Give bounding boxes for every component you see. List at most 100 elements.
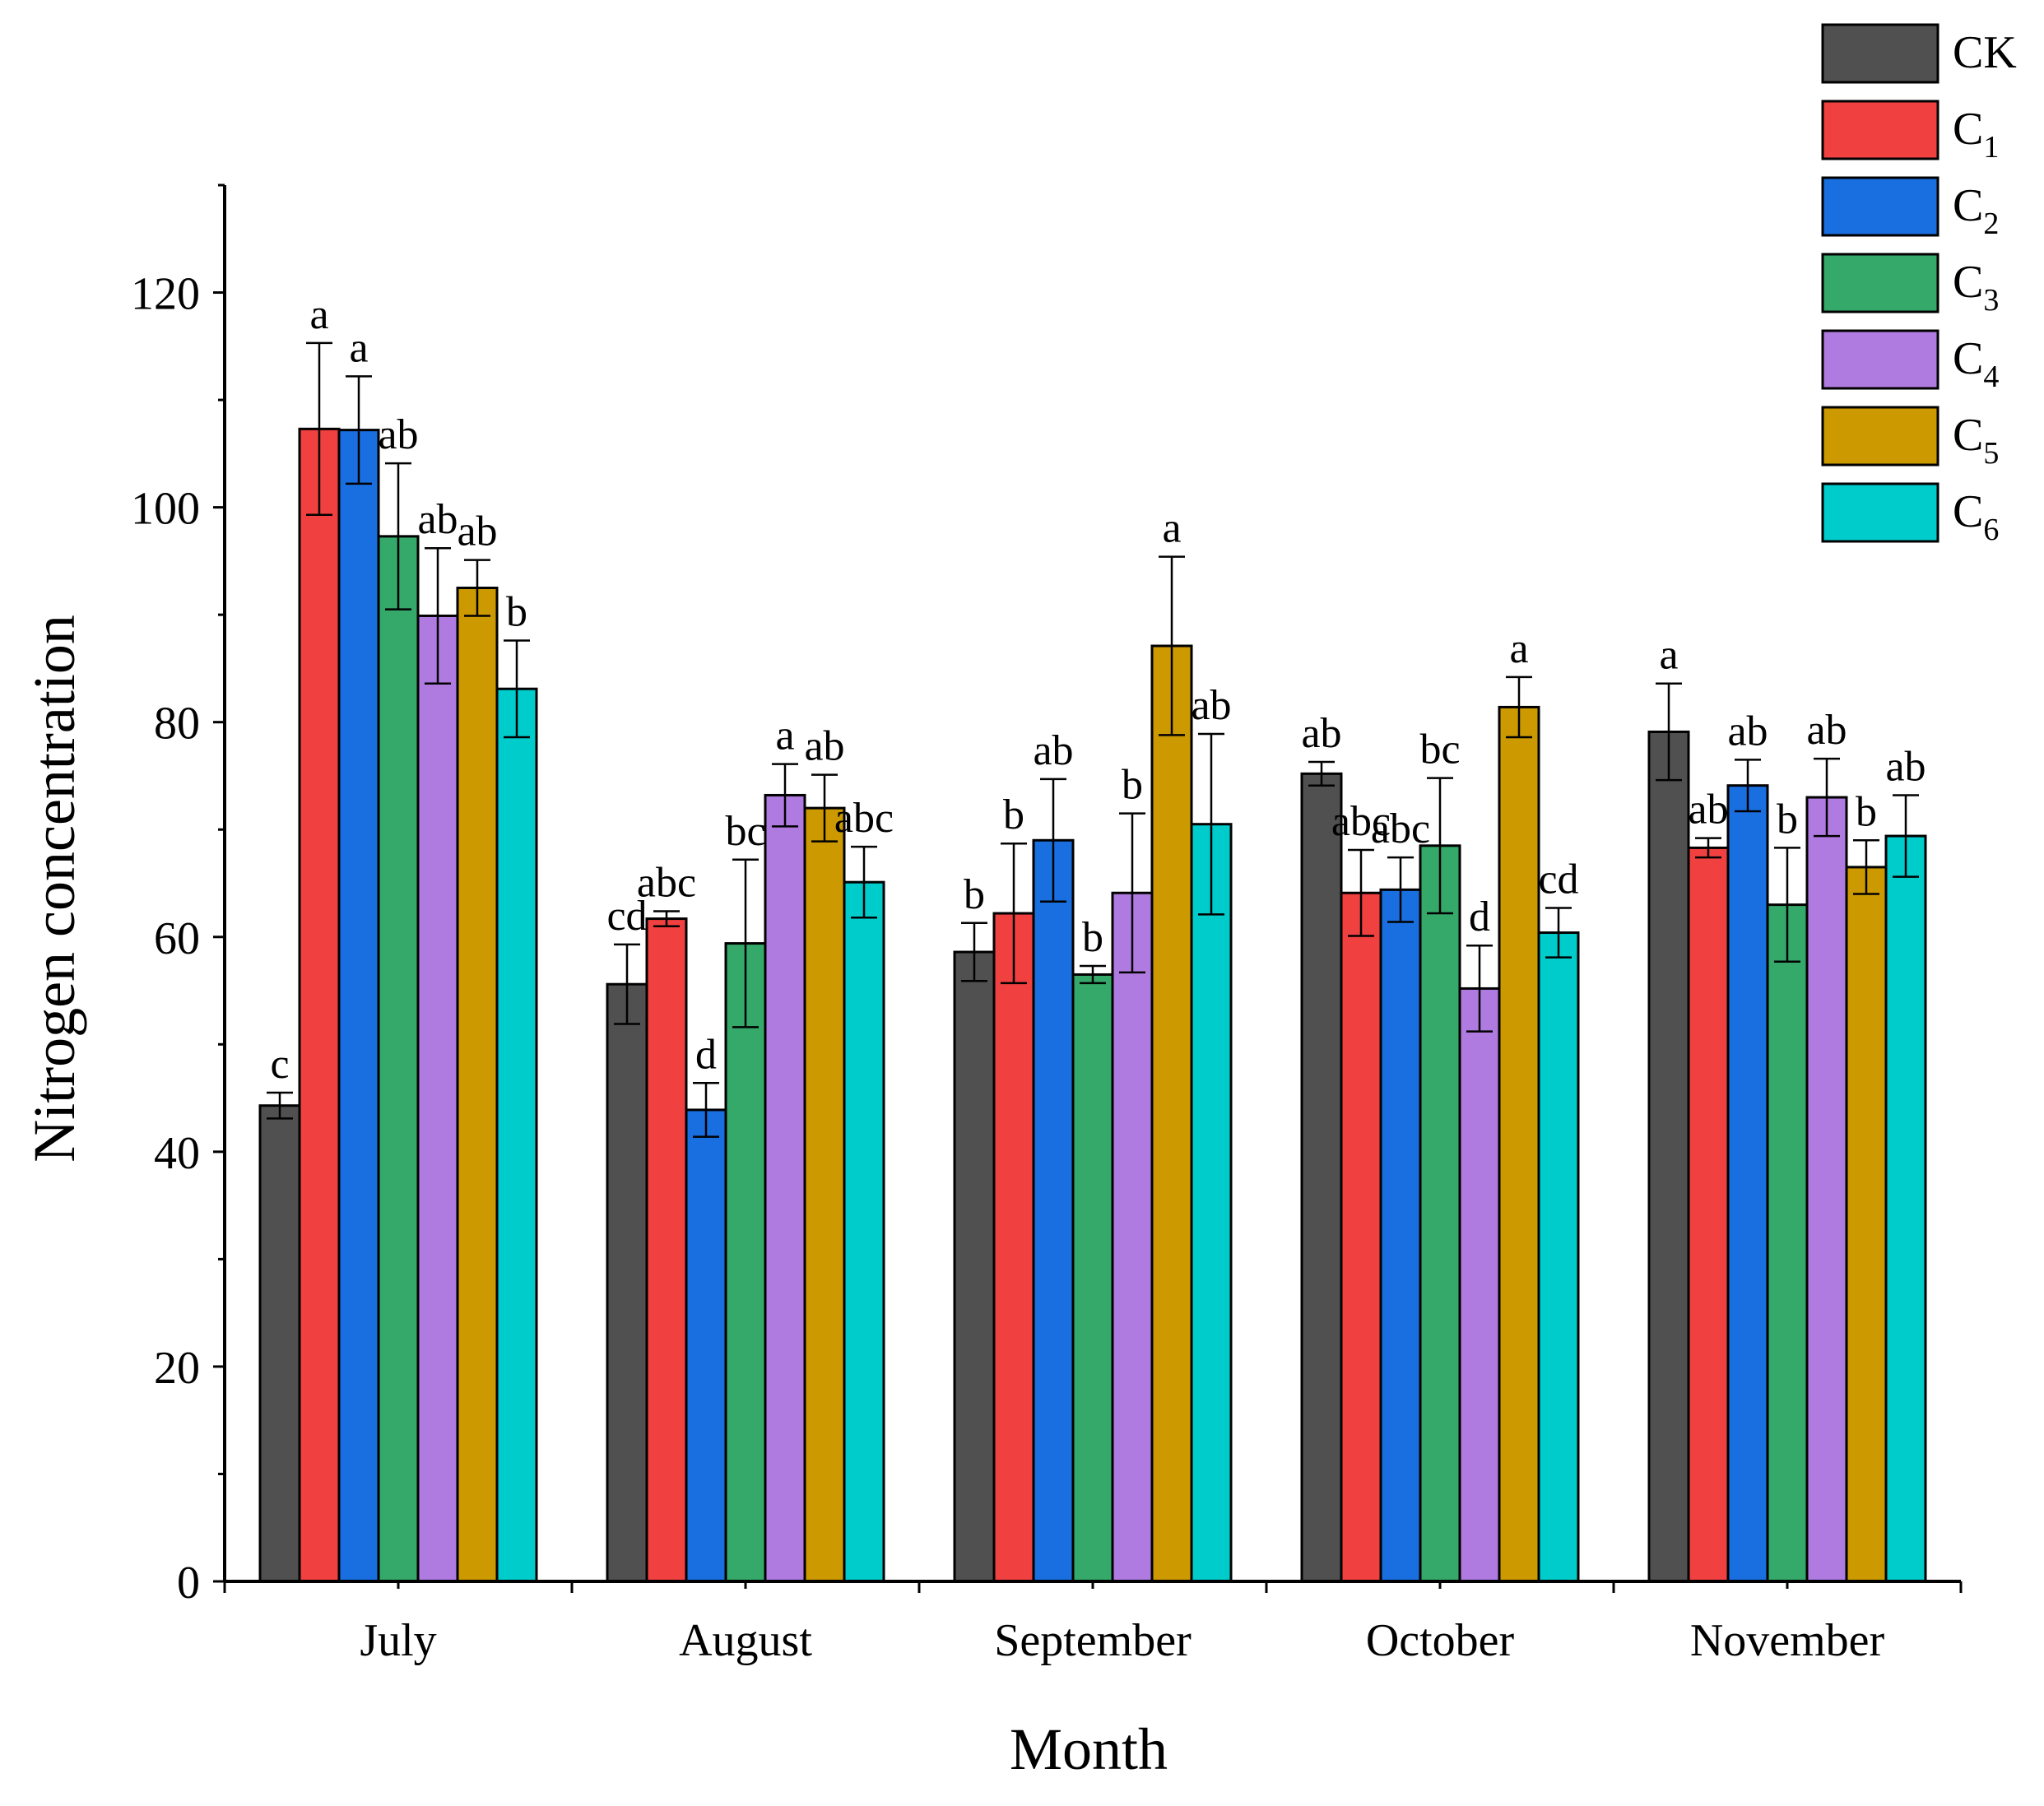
error-bar-C5-July (464, 559, 490, 617)
error-bar-C3-September (1080, 964, 1106, 985)
x-tick-label-August: August (679, 1615, 812, 1666)
bar-CK-July (258, 1104, 301, 1583)
error-bar-C1-October (1348, 848, 1374, 937)
sig-label-C6-September: ab (1191, 682, 1231, 729)
sig-label-CK-October: ab (1301, 710, 1341, 757)
x-tick-label-November: November (1690, 1615, 1885, 1666)
error-bar-C6-November (1893, 794, 1919, 878)
bar-C4-August (764, 793, 806, 1583)
legend-item-C2: C2 (1821, 176, 1999, 241)
y-tick-label-100: 100 (131, 484, 200, 535)
sig-label-C6-August: abc (834, 795, 894, 842)
bar-C2-October (1379, 888, 1422, 1583)
legend-item-C6: C6 (1821, 482, 1999, 547)
sig-label-C5-November: b (1856, 788, 1877, 835)
legend-swatch-C4 (1821, 329, 1939, 390)
legend-swatch-C6 (1821, 482, 1939, 543)
error-bar-CK-November (1656, 682, 1682, 782)
x-tick-label-October: October (1366, 1615, 1515, 1666)
bar-C3-July (377, 535, 420, 1583)
error-bar-C2-July (346, 375, 372, 485)
error-bar-C4-August (772, 763, 798, 828)
sig-label-C5-September: a (1162, 505, 1181, 552)
error-bar-C5-November (1853, 839, 1879, 895)
y-tick-label-80: 80 (154, 699, 200, 750)
error-bar-C2-October (1387, 856, 1414, 923)
error-bar-C2-November (1735, 759, 1761, 813)
legend-swatch-CK (1821, 23, 1939, 84)
bar-C4-September (1111, 891, 1154, 1583)
error-bar-CK-July (267, 1091, 293, 1120)
y-tick-label-20: 20 (154, 1343, 200, 1394)
bar-C1-August (645, 917, 688, 1583)
error-bar-C3-July (385, 462, 411, 611)
bar-C2-November (1726, 784, 1769, 1583)
sig-label-C1-August: abc (637, 859, 696, 906)
y-axis-title: Nitrogen concentration (21, 615, 87, 1163)
error-bar-C6-September (1198, 732, 1224, 916)
y-tick-label-120: 120 (131, 269, 200, 320)
sig-label-C2-July: a (349, 324, 368, 371)
error-bar-C1-July (306, 341, 332, 517)
axes-layer: 0 20 40 60 80 100 120 July August September Octobe… (131, 183, 1963, 1666)
error-bar-C3-October (1427, 777, 1453, 915)
sig-label-C4-September: b (1122, 762, 1143, 809)
bar-C6-November (1884, 834, 1927, 1583)
bar-C5-July (456, 587, 499, 1583)
sig-label-C3-July: ab (378, 411, 418, 458)
bar-C1-September (992, 912, 1035, 1583)
bar-C2-September (1032, 838, 1075, 1583)
error-bar-C1-August (653, 910, 680, 927)
error-bar-C2-August (693, 1082, 719, 1138)
sig-label-C5-July: ab (457, 508, 497, 555)
x-tick-label-September: September (994, 1615, 1192, 1666)
legend-item-CK: CK (1821, 23, 2017, 84)
bar-C3-September (1071, 973, 1114, 1583)
sig-label-C2-October: abc (1371, 806, 1430, 852)
legend-label-C3: C3 (1953, 257, 1999, 318)
error-bar-C6-August (851, 845, 877, 919)
bar-C6-August (843, 880, 885, 1583)
sig-label-C1-November: ab (1688, 787, 1728, 833)
sig-label-CK-August: cd (606, 893, 647, 940)
legend: CK C1 C2 C3 C4 C5 C6 (1821, 23, 2017, 547)
bar-C2-August (685, 1108, 727, 1583)
x-axis-title: Month (1010, 1716, 1168, 1782)
bar-CK-October (1300, 772, 1343, 1583)
sig-label-C4-August: a (775, 713, 794, 759)
bar-CK-September (953, 950, 996, 1583)
error-bar-C1-November (1695, 837, 1721, 859)
y-tick-label-40: 40 (154, 1128, 200, 1179)
error-bar-C4-October (1466, 944, 1493, 1033)
sig-label-C5-August: ab (804, 723, 844, 770)
legend-label-C2: C2 (1953, 180, 1999, 241)
legend-item-C5: C5 (1821, 406, 1999, 471)
bar-CK-August (606, 982, 648, 1583)
bars-layer (258, 341, 1927, 1583)
legend-label-C4: C4 (1953, 333, 1999, 394)
error-bar-C4-September (1119, 812, 1145, 974)
sig-label-C1-September: b (1003, 792, 1024, 838)
bar-C6-October (1537, 931, 1580, 1583)
bar-C1-November (1687, 846, 1730, 1583)
legend-swatch-C5 (1821, 406, 1939, 467)
sig-label-CK-September: b (964, 871, 985, 918)
bar-C1-July (298, 427, 341, 1583)
sig-label-C6-November: ab (1885, 743, 1926, 790)
error-bar-C2-September (1040, 778, 1066, 903)
sig-label-C5-October: a (1509, 625, 1528, 672)
error-bar-C6-October (1545, 907, 1572, 959)
bar-C3-November (1766, 903, 1809, 1583)
legend-label-C6: C6 (1953, 486, 1999, 547)
bar-C5-September (1150, 644, 1193, 1583)
sig-label-C3-November: b (1777, 796, 1798, 843)
legend-swatch-C1 (1821, 100, 1939, 160)
bar-C3-October (1419, 844, 1461, 1583)
sig-label-C3-October: bc (1419, 727, 1460, 773)
sig-label-C4-November: ab (1806, 707, 1847, 754)
legend-label-C1: C1 (1953, 104, 1999, 165)
sig-label-C4-July: ab (417, 496, 458, 543)
bar-C2-July (337, 429, 380, 1583)
